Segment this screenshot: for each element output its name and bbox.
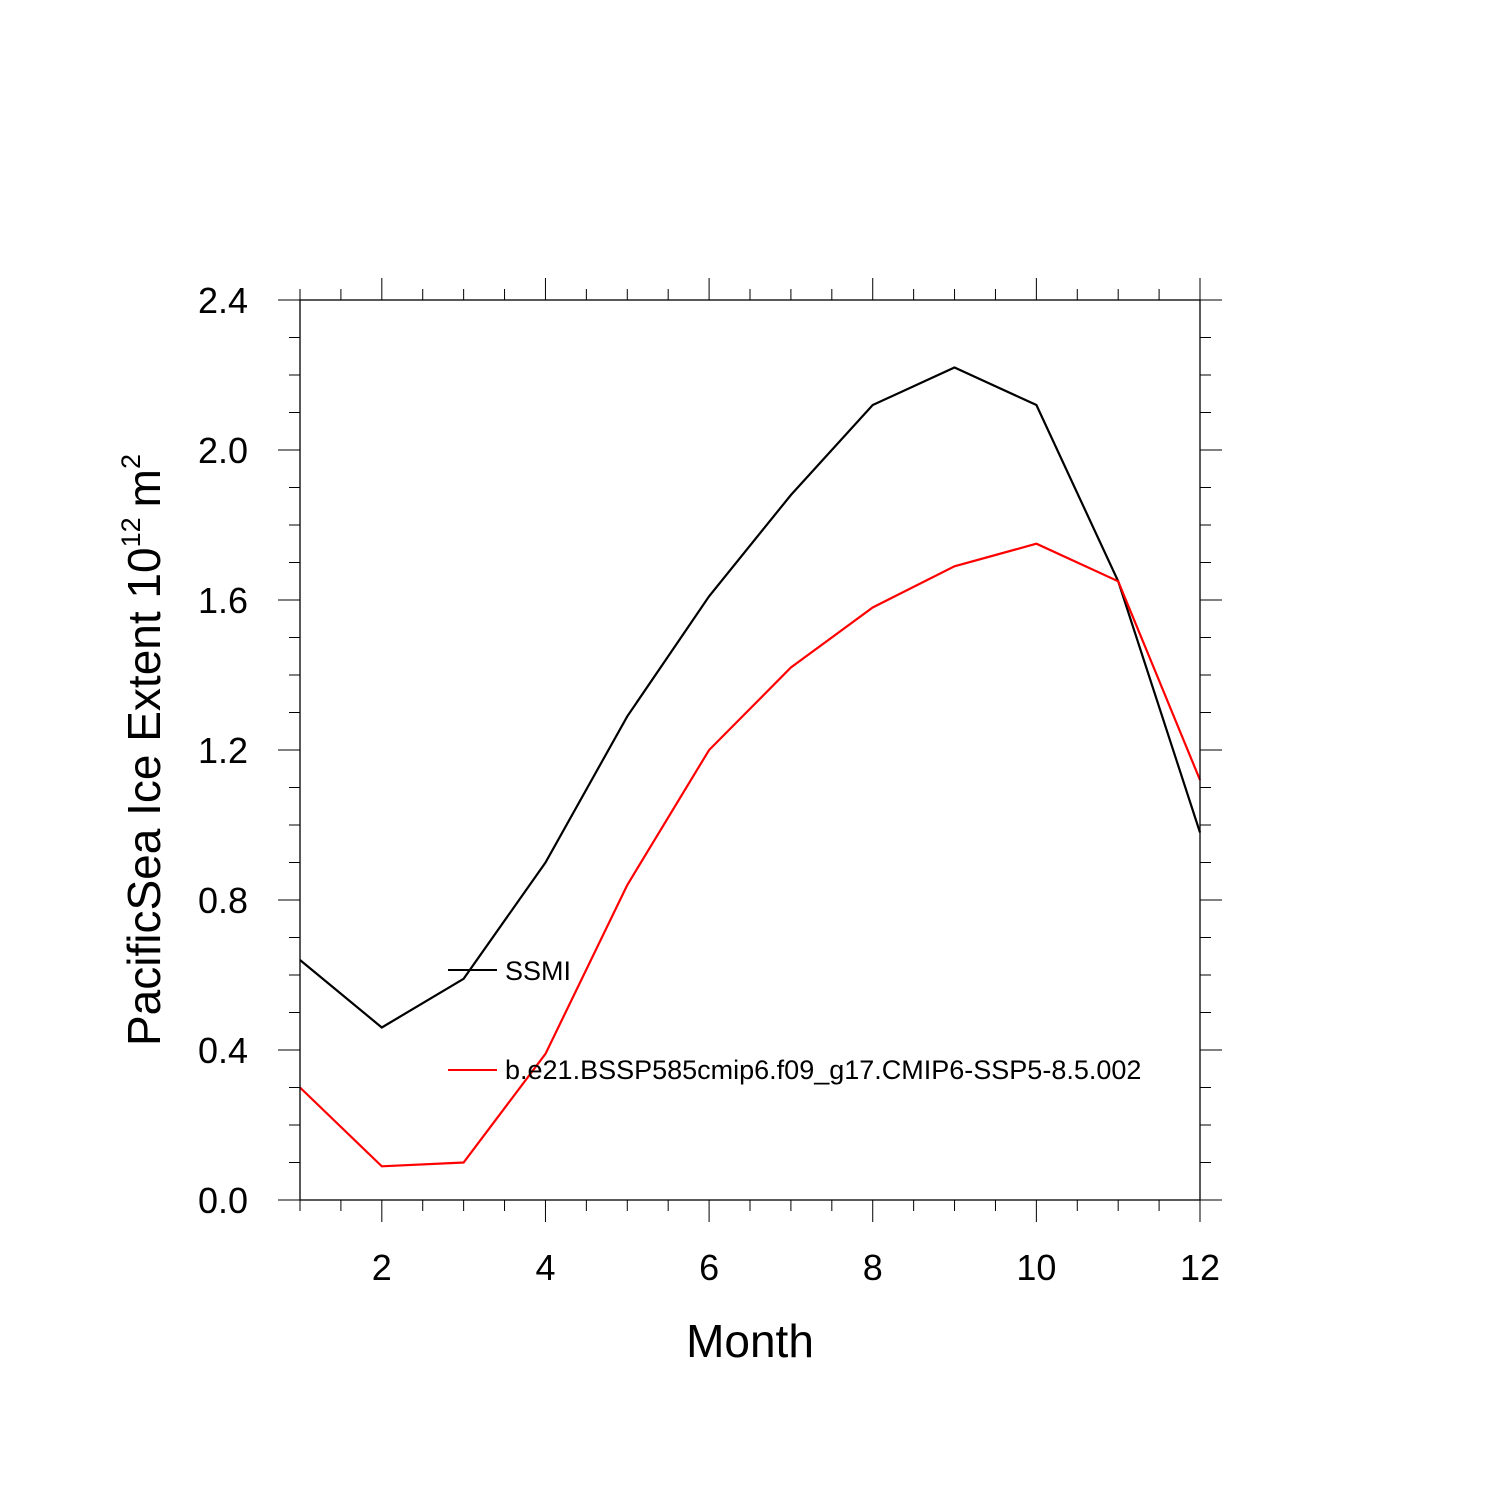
x-tick-label: 12	[1180, 1247, 1220, 1288]
series-line-1	[299, 542, 1202, 1168]
legend-label-model: b.e21.BSSP585cmip6.f09_g17.CMIP6-SSP5-8.…	[505, 1055, 1141, 1085]
x-tick-label: 4	[535, 1247, 555, 1288]
y-tick-label: 0.8	[198, 880, 248, 921]
y-tick-label: 1.6	[198, 580, 248, 621]
x-tick-label: 6	[699, 1247, 719, 1288]
y-axis-title-unit: m	[118, 469, 170, 507]
x-tick-label: 2	[372, 1247, 392, 1288]
x-axis-title: Month	[686, 1315, 814, 1367]
plot-frame	[299, 299, 1201, 1201]
x-tick-label: 10	[1016, 1247, 1056, 1288]
axis-ticks	[278, 278, 1222, 1222]
legend-label-ssmi: SSMI	[505, 956, 571, 986]
y-axis-title: PacificSea Ice Extent 1012 m2	[116, 454, 170, 1046]
legend: SSMI b.e21.BSSP585cmip6.f09_g17.CMIP6-SS…	[448, 956, 1141, 1085]
y-tick-labels: 0.0 0.4 0.8 1.2 1.6 2.0 2.4	[198, 280, 248, 1221]
series-line-0	[299, 366, 1202, 1029]
y-tick-label: 2.4	[198, 280, 248, 321]
y-axis-title-exponent: 12	[116, 517, 146, 547]
x-tick-label: 8	[863, 1247, 883, 1288]
y-tick-label: 0.4	[198, 1030, 248, 1071]
y-tick-label: 1.2	[198, 730, 248, 771]
y-axis-title-unit-exponent: 2	[116, 454, 146, 469]
y-tick-label: 2.0	[198, 430, 248, 471]
data-lines	[299, 366, 1202, 1168]
y-tick-label: 0.0	[198, 1180, 248, 1221]
x-tick-labels: 2 4 6 8 10 12	[372, 1247, 1220, 1288]
y-axis-title-text: PacificSea Ice Extent 10	[118, 547, 170, 1046]
